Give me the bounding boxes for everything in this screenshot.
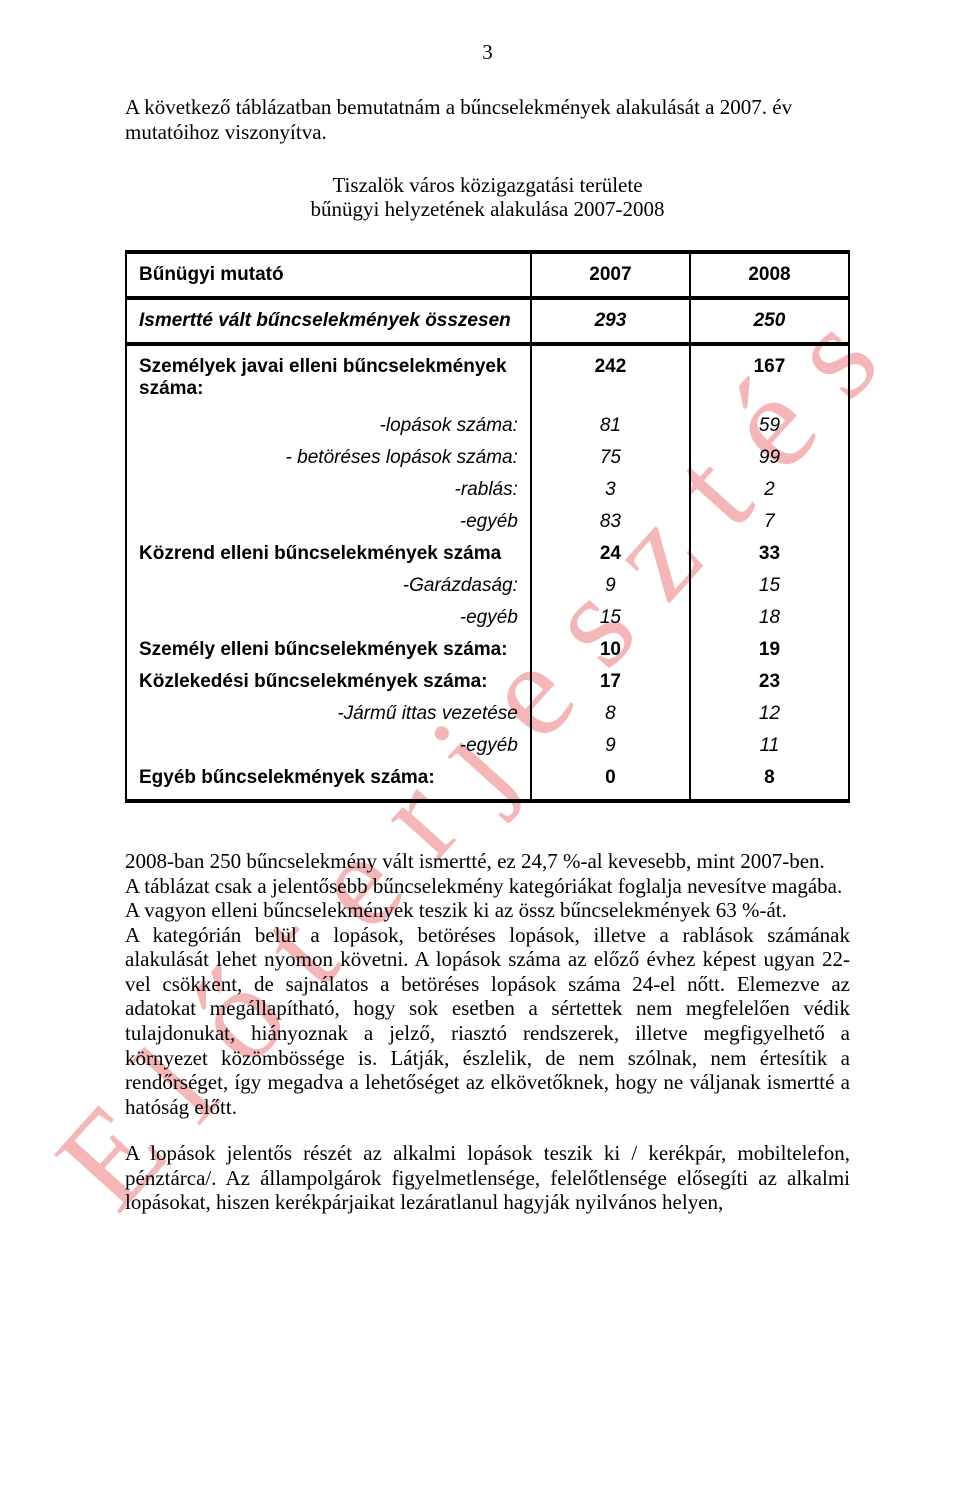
total-2007: 293	[531, 298, 690, 344]
row-2007: 75	[531, 442, 690, 474]
row-label: Egyéb bűncselekmények száma:	[126, 762, 531, 801]
row-2007: 17	[531, 666, 690, 698]
row-2008: 167	[690, 344, 849, 410]
row-label: -egyéb	[126, 506, 531, 538]
total-2008: 250	[690, 298, 849, 344]
row-label: -egyéb	[126, 602, 531, 634]
body-paragraph-2: A lopások jelentős részét az alkalmi lop…	[125, 1141, 850, 1215]
table-title-line1: Tiszalök város közigazgatási területe	[332, 173, 642, 197]
table-row: Személyek javai elleni bűncselekményeksz…	[126, 344, 849, 410]
table-title: Tiszalök város közigazgatási területe bű…	[125, 173, 850, 223]
row-2008: 23	[690, 666, 849, 698]
row-label: -Garázdaság:	[126, 570, 531, 602]
row-label: Személy elleni bűncselekmények száma:	[126, 634, 531, 666]
row-2008: 7	[690, 506, 849, 538]
row-2008: 2	[690, 474, 849, 506]
row-2008: 99	[690, 442, 849, 474]
table-row: -egyéb1518	[126, 602, 849, 634]
body-paragraph: A táblázat csak a jelentősebb bűncselekm…	[125, 874, 850, 899]
table-header-row: Bűnügyi mutató 2007 2008	[126, 252, 849, 298]
body-paragraph: A kategórián belül a lopások, betöréses …	[125, 923, 850, 1120]
row-2007: 9	[531, 730, 690, 762]
table-row: -egyéb837	[126, 506, 849, 538]
row-label: -lopások száma:	[126, 410, 531, 442]
page-number: 3	[125, 40, 850, 65]
body-paragraph: A vagyon elleni bűncselekmények teszik k…	[125, 898, 850, 923]
table-row: -Garázdaság:915	[126, 570, 849, 602]
row-2008: 18	[690, 602, 849, 634]
row-2007: 10	[531, 634, 690, 666]
body-paragraph: 2008-ban 250 bűncselekmény vált ismertté…	[125, 849, 850, 874]
row-label: -rablás:	[126, 474, 531, 506]
header-label: Bűnügyi mutató	[126, 252, 531, 298]
row-label: Személyek javai elleni bűncselekményeksz…	[126, 344, 531, 410]
row-2007: 15	[531, 602, 690, 634]
row-2008: 19	[690, 634, 849, 666]
row-2007: 8	[531, 698, 690, 730]
total-label: Ismertté vált bűncselekmények összesen	[126, 298, 531, 344]
table-total-row: Ismertté vált bűncselekmények összesen 2…	[126, 298, 849, 344]
row-2008: 59	[690, 410, 849, 442]
table-row: - betöréses lopások száma:7599	[126, 442, 849, 474]
row-label: - betöréses lopások száma:	[126, 442, 531, 474]
table-row: -lopások száma:8159	[126, 410, 849, 442]
row-2007: 24	[531, 538, 690, 570]
table-row: Egyéb bűncselekmények száma:08	[126, 762, 849, 801]
row-label: Közlekedési bűncselekmények száma:	[126, 666, 531, 698]
row-2007: 83	[531, 506, 690, 538]
row-label: -Jármű ittas vezetése	[126, 698, 531, 730]
row-2007: 0	[531, 762, 690, 801]
row-2008: 12	[690, 698, 849, 730]
row-2008: 11	[690, 730, 849, 762]
row-2007: 3	[531, 474, 690, 506]
row-2007: 81	[531, 410, 690, 442]
table-row: -rablás:32	[126, 474, 849, 506]
row-label: Közrend elleni bűncselekmények száma	[126, 538, 531, 570]
table-row: Közlekedési bűncselekmények száma:1723	[126, 666, 849, 698]
header-2008: 2008	[690, 252, 849, 298]
row-2007: 9	[531, 570, 690, 602]
table-title-line2: bűnügyi helyzetének alakulása 2007-2008	[311, 197, 665, 221]
table-row: Közrend elleni bűncselekmények száma2433	[126, 538, 849, 570]
row-2008: 8	[690, 762, 849, 801]
crime-table: Bűnügyi mutató 2007 2008 Ismertté vált b…	[125, 250, 850, 803]
row-2007: 242	[531, 344, 690, 410]
table-row: -egyéb911	[126, 730, 849, 762]
row-label: -egyéb	[126, 730, 531, 762]
table-row: -Jármű ittas vezetése812	[126, 698, 849, 730]
header-2007: 2007	[531, 252, 690, 298]
table-row: Személy elleni bűncselekmények száma:101…	[126, 634, 849, 666]
row-2008: 33	[690, 538, 849, 570]
intro-paragraph: A következő táblázatban bemutatnám a bűn…	[125, 95, 850, 145]
row-2008: 15	[690, 570, 849, 602]
